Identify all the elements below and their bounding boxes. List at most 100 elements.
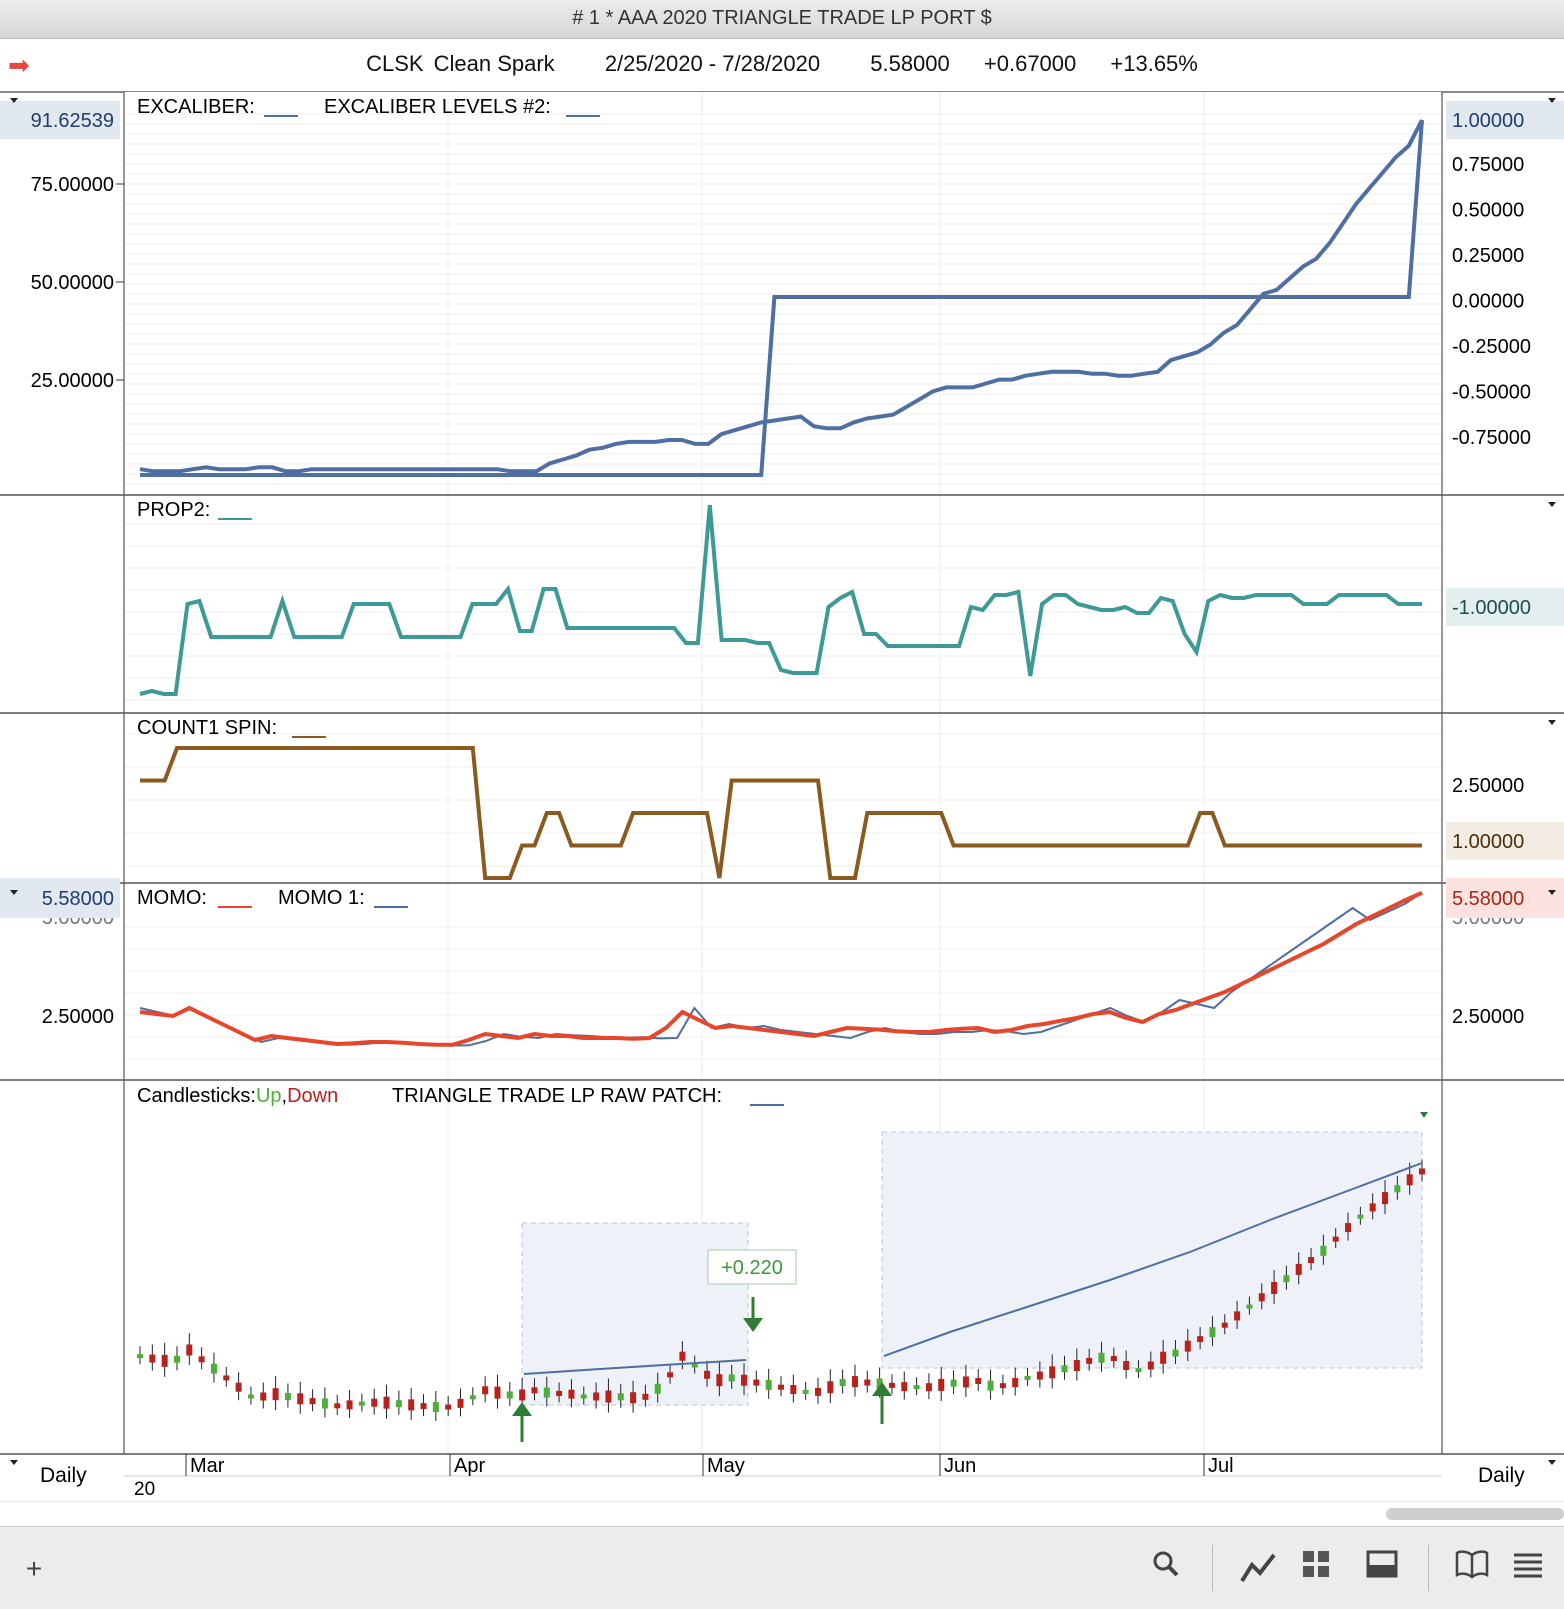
candle-body — [962, 1376, 969, 1388]
excaliber-left-tick: 75.00000 — [31, 174, 114, 196]
book-icon[interactable] — [1452, 1549, 1492, 1589]
symbol-name: Clean Spark — [433, 51, 555, 76]
price-change: +0.67000 — [983, 51, 1077, 76]
candles-comma: , — [282, 1085, 288, 1107]
candle-body — [753, 1379, 760, 1386]
candle-body — [654, 1383, 661, 1394]
count1-panel: COUNT1 SPIN: 2.50000 1.00000 — [137, 717, 1564, 880]
buy-arrow-icon — [512, 1402, 532, 1442]
candle-body — [543, 1387, 550, 1398]
panel-icon[interactable] — [1362, 1549, 1402, 1589]
candle-body — [432, 1402, 439, 1413]
period-menu-icon[interactable] — [10, 1460, 18, 1465]
right-arrow-icon[interactable]: ➡ — [8, 50, 30, 80]
momo-right-badge: 5.58000 — [1452, 888, 1524, 910]
candle-body — [679, 1351, 686, 1361]
excaliber-right-tick: -0.25000 — [1452, 336, 1531, 358]
candle-body — [1295, 1263, 1302, 1275]
panel-menu-icon[interactable] — [1548, 720, 1556, 725]
patch-trend-2 — [883, 1162, 1423, 1357]
window-title: # 1 * AAA 2020 TRIANGLE TRADE LP PORT $ — [0, 0, 1564, 39]
candle-body — [247, 1394, 254, 1399]
candle-body — [210, 1363, 217, 1374]
momo1-label: MOMO 1: — [278, 887, 365, 909]
candle-body — [790, 1385, 797, 1395]
candle-body — [617, 1393, 624, 1401]
excaliber-right-tick: -0.50000 — [1452, 382, 1531, 404]
period-menu-icon[interactable] — [1548, 1460, 1556, 1465]
candle-body — [1172, 1349, 1179, 1357]
candle-body — [1160, 1351, 1167, 1364]
excaliber-right-tick: 0.25000 — [1452, 245, 1524, 267]
prop2-right-badge: -1.00000 — [1452, 597, 1531, 619]
prop2-badge-bg — [1446, 588, 1564, 626]
buy-arrow-icon — [872, 1382, 892, 1424]
panel-menu-icon[interactable] — [1548, 98, 1556, 103]
right-period-label[interactable]: Daily — [1478, 1464, 1525, 1487]
candle-body — [568, 1389, 575, 1399]
candle-body — [1209, 1327, 1216, 1338]
candle-body — [457, 1398, 464, 1408]
candle-body — [1332, 1236, 1339, 1242]
candles-legend: Candlesticks:Up,Down — [137, 1085, 338, 1107]
menu-icon[interactable] — [1508, 1549, 1548, 1589]
candle-body — [383, 1396, 390, 1409]
candle-body — [864, 1379, 871, 1386]
candle-body — [358, 1401, 365, 1406]
candle-body — [975, 1378, 982, 1384]
last-price: 5.58000 — [870, 51, 950, 76]
candle-body — [260, 1392, 267, 1401]
month-label: Apr — [454, 1455, 485, 1477]
candle-body — [284, 1393, 291, 1400]
prop2-panel: PROP2: -1.00000 — [137, 499, 1564, 696]
candle-body — [519, 1389, 526, 1401]
plus-icon[interactable]: + — [25, 1553, 43, 1584]
candle-body — [716, 1374, 723, 1387]
panel-menu-icon[interactable] — [1548, 502, 1556, 507]
candle-body — [987, 1380, 994, 1391]
price-change-pct: +13.65% — [1110, 51, 1198, 76]
candle-body — [1345, 1223, 1352, 1233]
candle-body — [1024, 1375, 1031, 1380]
symbol-ticker: CLSK — [366, 51, 424, 76]
momo-panel: MOMO: MOMO 1: 5.00000 5.00000 5.58000 5.… — [0, 878, 1564, 1047]
horizontal-scrollbar[interactable] — [1386, 1508, 1564, 1520]
excaliber-levels-line — [140, 119, 1424, 477]
trade-patch-2 — [881, 1131, 1423, 1369]
candle-body — [1012, 1378, 1019, 1388]
prop2-line — [139, 504, 1422, 696]
candle-body — [888, 1382, 895, 1388]
trade-result-box — [707, 1249, 797, 1285]
layout-grid-icon[interactable] — [1296, 1549, 1336, 1589]
candle-body — [137, 1354, 143, 1359]
candle-body — [950, 1379, 957, 1387]
excaliber-right-tick: 0.75000 — [1452, 154, 1524, 176]
momo-left-tick: 2.50000 — [42, 1006, 114, 1028]
search-icon[interactable] — [1146, 1549, 1186, 1589]
candle-body — [272, 1388, 279, 1401]
chart-area[interactable]: EXCALIBER: EXCALIBER LEVELS #2: 75.00000… — [0, 92, 1564, 1502]
panel-menu-icon[interactable] — [10, 890, 18, 895]
panel-menu-icon[interactable] — [10, 98, 18, 103]
draw-icon[interactable] — [1238, 1549, 1278, 1589]
candles-label: Candlesticks: — [137, 1085, 256, 1107]
candle-body — [1234, 1311, 1241, 1321]
momo-right-tick: 2.50000 — [1452, 1006, 1524, 1028]
candle-body — [630, 1392, 637, 1404]
candles-down-label: Down — [287, 1085, 338, 1107]
candle-body — [371, 1398, 378, 1407]
candle-body — [580, 1394, 587, 1399]
candle-body — [321, 1398, 328, 1409]
candle-body — [1061, 1365, 1068, 1373]
momo-right-badge-bg — [1446, 878, 1564, 918]
candle-body — [1419, 1168, 1425, 1175]
excaliber-levels-label: EXCALIBER LEVELS #2: — [324, 96, 551, 118]
year-label: 20 — [134, 1479, 155, 1500]
candle-body — [1098, 1352, 1105, 1363]
panel-menu-icon[interactable] — [1548, 890, 1556, 895]
excaliber-line — [139, 119, 1424, 474]
count1-label: COUNT1 SPIN: — [137, 717, 277, 739]
candle-body — [1369, 1203, 1376, 1212]
excaliber-left-tick: 25.00000 — [31, 370, 114, 392]
left-period-label[interactable]: Daily — [40, 1464, 87, 1487]
